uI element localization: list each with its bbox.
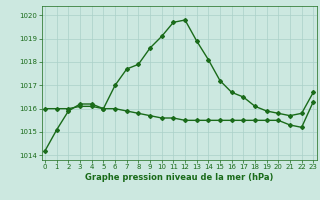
X-axis label: Graphe pression niveau de la mer (hPa): Graphe pression niveau de la mer (hPa): [85, 173, 273, 182]
